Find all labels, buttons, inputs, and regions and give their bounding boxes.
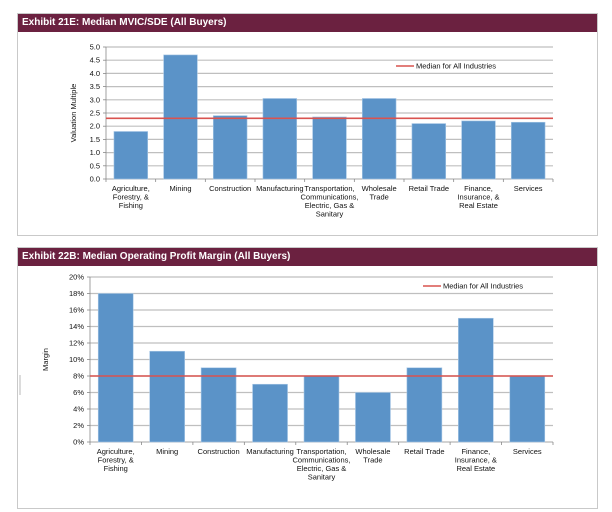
- x-category-label: Fishing: [119, 201, 143, 210]
- x-category-label: Wholesale: [362, 184, 397, 193]
- x-category-label: Trade: [370, 193, 389, 202]
- y-tick-label: 8%: [73, 372, 84, 381]
- y-tick-label: 14%: [69, 322, 84, 331]
- x-category-label: Real Estate: [459, 201, 498, 210]
- x-category-label: Insurance, &: [455, 456, 497, 465]
- x-category-label: Agriculture,: [112, 184, 150, 193]
- chart-operating-margin: 0% 2% 4% 6% 8% 10% 12% 14% 16% 18% 20% Agriculture,…: [41, 273, 554, 482]
- bar: [355, 392, 391, 443]
- x-category-label: Sanitary: [316, 210, 344, 219]
- x-category-label: Manufacturing: [246, 447, 294, 456]
- bar: [411, 123, 447, 180]
- y-tick-label: 12%: [69, 339, 84, 348]
- y-tick-label: 10%: [69, 355, 84, 364]
- bar: [163, 54, 198, 180]
- y-tick-label: 3.5: [90, 82, 100, 91]
- bar: [212, 115, 248, 180]
- y-tick-label: 4.5: [90, 56, 100, 65]
- x-category-label: Construction: [209, 184, 251, 193]
- x-category-label: Mining: [169, 184, 191, 193]
- bar: [361, 98, 397, 180]
- x-category-label: Forestry, &: [113, 193, 149, 202]
- y-tick-label: 2.5: [90, 109, 100, 118]
- y-tick-label: 16%: [69, 306, 84, 315]
- chart-panel-mvic-sde: Exhibit 21E: Median MVIC/SDE (All Buyers…: [17, 13, 598, 236]
- bar: [97, 293, 134, 443]
- x-category-label: Communications,: [293, 456, 351, 465]
- x-category-label: Sanitary: [308, 473, 336, 482]
- bar: [200, 367, 237, 443]
- x-category-label: Agriculture,: [97, 447, 135, 456]
- y-tick-label: 1.0: [90, 148, 100, 157]
- x-category-label: Insurance, &: [457, 193, 499, 202]
- y-tick-label: 3.0: [90, 95, 100, 104]
- chart-title: Exhibit 21E: Median MVIC/SDE (All Buyers…: [18, 14, 597, 32]
- x-category-label: Communications,: [301, 193, 359, 202]
- chart-mvic-sde: 0.0 0.5 1.0 1.5 2.0 2.5 3.0 3.5 4.0 4.5 5.0 Agricul…: [69, 43, 554, 219]
- y-axis-title: Margin: [41, 348, 50, 371]
- bar: [303, 375, 340, 443]
- x-category-label: Finance,: [464, 184, 493, 193]
- x-category-label: Retail Trade: [404, 447, 444, 456]
- x-category-label: Trade: [363, 456, 382, 465]
- bar: [509, 375, 546, 443]
- y-axis-title: Valuation Multiple: [69, 84, 78, 143]
- x-category-label: Services: [513, 447, 542, 456]
- x-category-label: Electric, Gas &: [297, 464, 347, 473]
- bar: [113, 131, 149, 180]
- x-category-label: Manufacturing: [256, 184, 304, 193]
- x-category-label: Forestry, &: [98, 456, 134, 465]
- chart-panel-operating-margin: Exhibit 22B: Median Operating Profit Mar…: [17, 247, 598, 509]
- y-tick-label: 6%: [73, 388, 84, 397]
- y-tick-label: 18%: [69, 289, 84, 298]
- y-tick-label: 2.0: [90, 122, 100, 131]
- bar: [252, 383, 288, 443]
- bar: [461, 120, 496, 180]
- bar: [510, 121, 546, 180]
- bar: [458, 317, 494, 443]
- y-tick-label: 0%: [73, 438, 84, 447]
- x-category-label: Construction: [198, 447, 240, 456]
- y-tick-label: 1.5: [90, 135, 100, 144]
- chart-title: Exhibit 22B: Median Operating Profit Mar…: [18, 248, 597, 266]
- bar: [149, 350, 185, 443]
- x-category-label: Finance,: [461, 447, 490, 456]
- x-category-label: Mining: [156, 447, 178, 456]
- y-tick-label: 2%: [73, 421, 84, 430]
- x-category-label: Retail Trade: [409, 184, 449, 193]
- bar: [312, 116, 347, 180]
- y-tick-label: 4.0: [90, 69, 100, 78]
- bar: [262, 98, 298, 180]
- x-category-label: Services: [514, 184, 543, 193]
- y-tick-label: 20%: [69, 273, 84, 282]
- y-tick-label: 0.0: [90, 175, 100, 184]
- x-category-label: Fishing: [104, 464, 128, 473]
- scrollbar-mark: [19, 375, 21, 395]
- legend-label: Median for All Industries: [416, 62, 496, 71]
- x-category-label: Real Estate: [456, 464, 495, 473]
- bar: [406, 367, 443, 443]
- x-category-label: Transportation,: [296, 447, 346, 456]
- x-category-label: Wholesale: [355, 447, 390, 456]
- y-tick-label: 5.0: [90, 43, 100, 52]
- legend-label: Median for All Industries: [443, 282, 523, 291]
- x-category-label: Electric, Gas &: [305, 201, 355, 210]
- y-tick-label: 0.5: [90, 161, 100, 170]
- x-category-label: Transportation,: [304, 184, 354, 193]
- y-tick-label: 4%: [73, 405, 84, 414]
